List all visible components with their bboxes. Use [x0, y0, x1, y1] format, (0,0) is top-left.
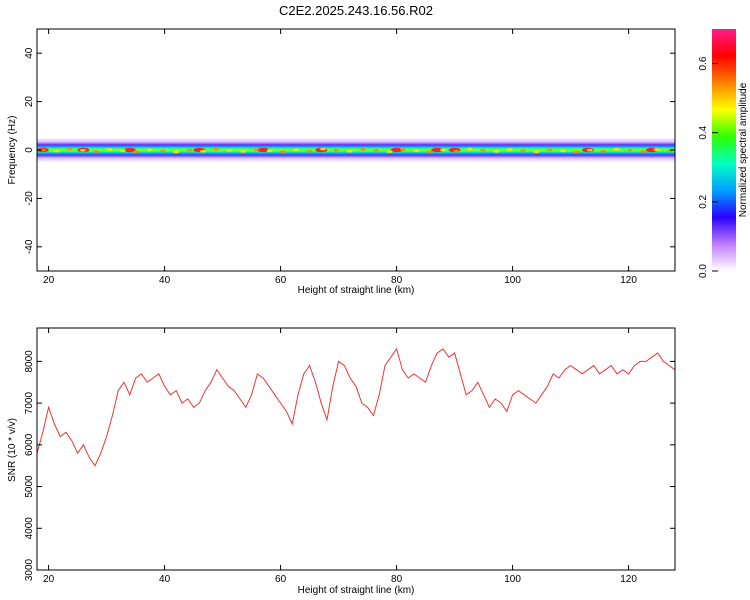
snr-panel: 20 40 60 80 100 120 300040005000600070008000 …	[7, 327, 676, 596]
spectrogram-y-tick-label: 20	[24, 96, 35, 108]
spectral-hotspot	[546, 148, 553, 152]
spectrogram-y-tick-label: -40	[24, 239, 35, 254]
spectrogram-x-tick-label: 20	[43, 275, 55, 286]
snr-x-tick-label: 40	[159, 574, 171, 585]
spectrogram-x-tick-label: 40	[159, 275, 171, 286]
spectral-peak	[431, 147, 444, 153]
spectral-hotspot	[586, 148, 593, 152]
spectrogram-x-tick-label: 100	[504, 275, 521, 286]
spectral-hotspot	[573, 150, 580, 154]
spectrogram-y-tick-label: 0	[24, 147, 35, 153]
spectral-peak	[257, 147, 270, 153]
spectral-hotspot	[333, 148, 340, 152]
spectrogram-x-tick-label: 60	[275, 275, 287, 286]
spectrogram-y-ticks: -40 -20 0 20 40	[24, 47, 675, 254]
colorbar-tick-label: 0.4	[698, 125, 709, 139]
snr-x-axis-label: Height of straight line (km)	[298, 585, 415, 596]
spectral-hotspot	[186, 148, 193, 152]
colorbar-tick-label: 0.0	[698, 264, 709, 278]
spectral-hotspot	[653, 148, 660, 152]
snr-x-tick-label: 120	[620, 574, 637, 585]
spectrogram-y-tick-label: -20	[24, 191, 35, 206]
spectrogram-y-tick-label: 40	[24, 47, 35, 59]
spectral-hotspot	[213, 147, 220, 151]
spectral-hotspot	[640, 150, 647, 153]
spectral-hotspot	[106, 148, 113, 151]
spectral-hotspot	[480, 148, 487, 152]
snr-y-tick-label: 4000	[24, 517, 35, 540]
spectral-hotspot	[133, 150, 140, 154]
snr-y-tick-label: 5000	[24, 475, 35, 498]
snr-y-tick-label: 6000	[24, 433, 35, 456]
spectral-hotspot	[453, 149, 460, 153]
snr-y-tick-label: 8000	[24, 350, 35, 373]
snr-x-tick-label: 80	[391, 574, 403, 585]
spectral-band	[37, 137, 675, 163]
spectral-hotspot	[39, 148, 46, 152]
spectral-hotspot	[239, 150, 246, 153]
spectral-hotspot	[79, 148, 86, 152]
snr-x-ticks: 20 40 60 80 100 120	[43, 328, 637, 585]
spectral-hotspot	[440, 148, 446, 152]
spectral-hotspot	[93, 150, 100, 153]
snr-y-ticks: 3000 4000 5000 6000 7000 8000	[24, 350, 675, 581]
snr-x-tick-label: 20	[43, 574, 55, 585]
spectrogram-y-axis-label: Frequency (Hz)	[7, 116, 18, 185]
spectral-peak	[390, 147, 403, 153]
spectrogram-x-ticks: 20 40 60 80 100 120	[43, 29, 637, 286]
spectral-hotspot	[146, 148, 153, 152]
spectral-hotspot	[119, 149, 126, 153]
spectral-hotspot	[159, 149, 166, 153]
spectrogram-x-tick-label: 80	[391, 275, 403, 286]
spectral-hotspot	[413, 149, 420, 153]
spectral-hotspot	[493, 150, 500, 153]
figure-title: C2E2.2025.243.16.56.R02	[279, 3, 433, 18]
spectral-hotspot	[66, 147, 73, 151]
snr-y-axis-label: SNR (10 * v/v)	[7, 418, 18, 482]
snr-y-tick-label: 7000	[24, 392, 35, 415]
spectral-hotspot	[560, 149, 567, 153]
spectral-hotspot	[359, 148, 366, 151]
snr-x-tick-label: 60	[275, 574, 287, 585]
spectral-hotspot	[226, 149, 233, 152]
spectral-hotspot	[199, 149, 206, 153]
colorbar-ticks: 0.0 0.2 0.4 0.6	[698, 56, 718, 278]
colorbar-label: Normalized spectral amplitude	[738, 82, 749, 217]
spectral-hotspot	[253, 148, 260, 152]
spectral-peak	[123, 147, 136, 153]
spectral-hotspot	[266, 149, 273, 153]
spectral-band-fill	[37, 137, 675, 163]
spectral-hotspot	[293, 148, 300, 152]
spectral-hotspot	[613, 147, 620, 151]
snr-x-tick-label: 100	[504, 574, 521, 585]
spectral-hotspot	[506, 148, 513, 151]
snr-series-line	[37, 347, 675, 467]
colorbar-tick-label: 0.2	[698, 194, 709, 208]
spectrogram-x-axis-label: Height of straight line (km)	[298, 285, 415, 296]
spectral-hotspot	[173, 150, 180, 154]
spectral-hotspot	[319, 147, 326, 151]
spectral-hotspot	[373, 149, 380, 152]
spectral-hotspot	[520, 149, 527, 153]
spectral-hotspot	[600, 149, 607, 153]
colorbar: 0.0 0.2 0.4 0.6 Normalized spectral amplitu…	[698, 29, 749, 278]
spectrogram-x-tick-label: 120	[620, 275, 637, 286]
spectral-hotspot	[346, 149, 353, 153]
colorbar-gradient	[712, 29, 736, 271]
snr-plot-area	[37, 328, 675, 570]
spectrogram-panel: 20 40 60 80 100 120 -40 -20 0 20 40 Height of str…	[7, 28, 676, 296]
spectral-hotspot	[466, 147, 473, 151]
spectral-hotspot	[626, 149, 633, 152]
spectral-hotspot	[386, 150, 393, 154]
spectral-hotspot	[53, 149, 60, 153]
spectral-hotspot	[533, 150, 540, 154]
colorbar-tick-label: 0.6	[698, 56, 709, 70]
spectral-hotspot	[306, 149, 313, 153]
spectral-hotspot	[426, 150, 433, 154]
snr-frame	[36, 327, 676, 571]
snr-y-tick-label: 3000	[24, 558, 35, 581]
spectral-hotspot	[399, 148, 406, 152]
spectral-hotspot	[279, 150, 286, 154]
